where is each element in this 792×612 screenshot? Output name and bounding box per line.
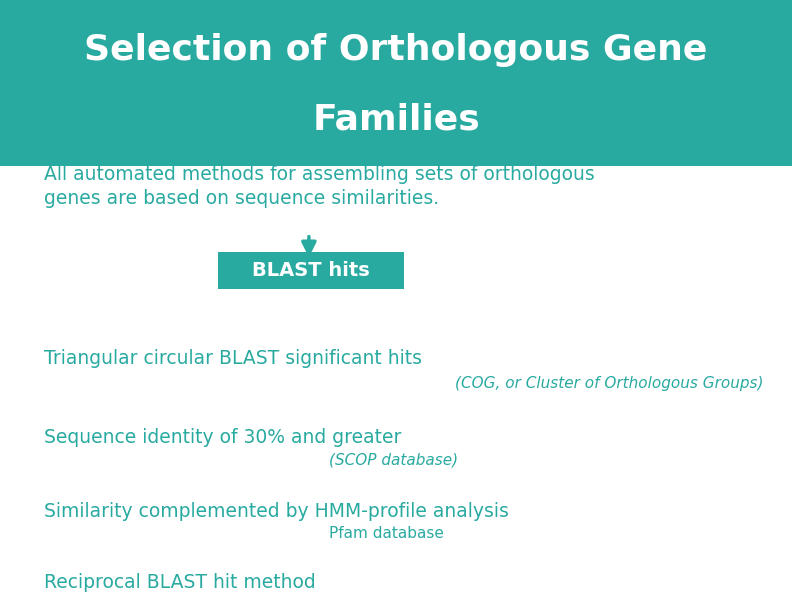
Text: Pfam database: Pfam database [329,526,444,541]
Text: Reciprocal BLAST hit method: Reciprocal BLAST hit method [44,573,315,592]
Text: Sequence identity of 30% and greater: Sequence identity of 30% and greater [44,428,401,447]
Text: (COG, or Cluster of Orthologous Groups): (COG, or Cluster of Orthologous Groups) [455,376,764,391]
Bar [0,0,792,166]
Text: Triangular circular BLAST significant hits: Triangular circular BLAST significant hi… [44,348,421,368]
Text: Selection of Orthologous Gene: Selection of Orthologous Gene [84,33,708,67]
Text: BLAST hits: BLAST hits [252,261,370,280]
Text: genes are based on sequence similarities.: genes are based on sequence similarities… [44,189,439,209]
Text: All automated methods for assembling sets of orthologous: All automated methods for assembling set… [44,165,594,184]
Bar [218,252,404,289]
Text: (SCOP database): (SCOP database) [329,453,458,468]
Text: Families: Families [312,103,480,137]
Text: Similarity complemented by HMM-profile analysis: Similarity complemented by HMM-profile a… [44,501,508,521]
